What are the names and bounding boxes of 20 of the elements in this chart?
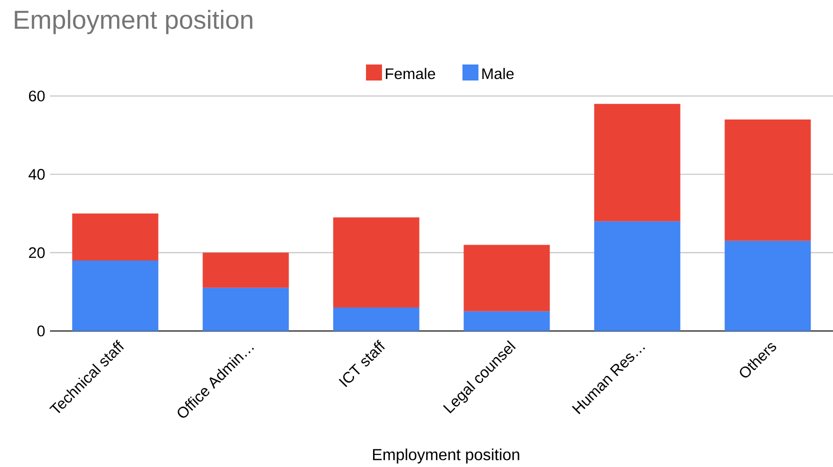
y-tick-label: 40 bbox=[28, 168, 45, 180]
chart-title: Employment position bbox=[14, 10, 252, 34]
y-tick-label: 60 bbox=[29, 90, 45, 102]
bar bbox=[202, 252, 289, 288]
bar bbox=[724, 119, 811, 241]
legend-label: Male bbox=[482, 68, 514, 80]
legend-label: Female bbox=[386, 68, 436, 80]
bar bbox=[333, 217, 420, 308]
y-tick-label: 0 bbox=[37, 326, 45, 336]
bar bbox=[72, 213, 158, 260]
bar bbox=[464, 244, 550, 312]
y-tick-label: 20 bbox=[29, 247, 45, 258]
x-axis-title: Employment position bbox=[373, 448, 520, 464]
bar bbox=[594, 221, 680, 331]
bar bbox=[594, 104, 680, 222]
bar bbox=[72, 260, 158, 331]
bar bbox=[202, 288, 289, 331]
bar bbox=[724, 240, 811, 331]
bar bbox=[333, 307, 420, 331]
bar bbox=[464, 311, 550, 331]
